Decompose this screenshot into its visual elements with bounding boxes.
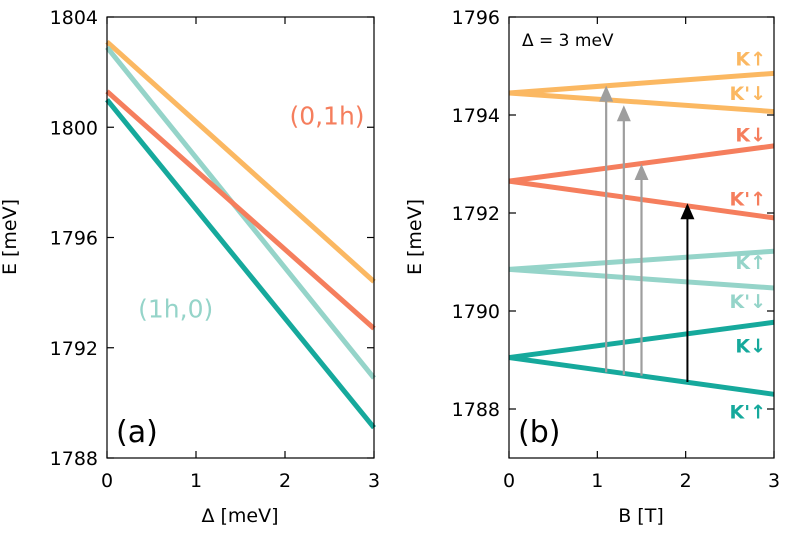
panel-a-y-axis-label: E [meV] <box>0 199 21 275</box>
panel-a-x-axis-label: Δ [meV] <box>201 505 278 527</box>
panel-b-y-tick-label: 1794 <box>452 105 500 127</box>
transition-arrow-head-0 <box>599 85 614 102</box>
panel-a-series <box>105 39 376 430</box>
panel-a-x-tick-label: 2 <box>279 470 291 492</box>
panel-a-y-tick-label: 1788 <box>50 448 98 470</box>
panel-b-x-axis-label: B [T] <box>618 505 664 527</box>
panel-a-series-line-2 <box>105 89 376 331</box>
panel-b-x-tick-label: 2 <box>680 470 692 492</box>
panel-a-y-tick-label: 1792 <box>50 338 98 360</box>
panel-a-frame <box>106 16 375 459</box>
panel-b-level-labels: K↑ K'↓ K↓ K'↑ K↑ K'↓ K↓ K'↑ <box>730 49 766 424</box>
panel-a: 0 1 2 3 1788 1792 1796 1800 1804 E [meV] Δ [meV]… <box>0 7 380 527</box>
panel-a-series-line-3 <box>105 98 376 430</box>
panel-b-series-line-2 <box>508 143 775 184</box>
panel-b-label: (b) <box>518 415 560 450</box>
panel-a-y-tick-label: 1804 <box>50 7 98 29</box>
panel-b-transition-arrows <box>599 85 695 383</box>
panel-b-x-tick-label: 3 <box>768 470 780 492</box>
panel-a-series-line-0 <box>105 39 376 284</box>
level-label-0: K↑ <box>735 49 766 71</box>
panel-a-label: (a) <box>116 415 158 450</box>
level-label-1: K'↓ <box>730 83 766 105</box>
level-label-2: K↓ <box>735 125 766 147</box>
panel-b-x-tick-label: 1 <box>591 470 603 492</box>
panel-b-series-line-1 <box>508 90 775 115</box>
panel-b-y-tick-label: 1792 <box>452 203 500 225</box>
panel-b-y-tick-label: 1796 <box>452 7 500 29</box>
panel-a-ticks: 0 1 2 3 1788 1792 1796 1800 1804 <box>50 7 380 492</box>
level-label-4: K↑ <box>735 252 766 274</box>
panel-b-delta-annotation: Δ = 3 meV <box>522 31 614 51</box>
branch-label-0-1h: (0,1h) <box>289 101 364 130</box>
panel-a-y-tick-label: 1796 <box>50 228 98 250</box>
panel-b-y-tick-label: 1788 <box>452 399 500 421</box>
panel-a-x-tick-label: 1 <box>190 470 202 492</box>
panel-a-x-tick-label: 3 <box>368 470 380 492</box>
transition-arrow-head-2 <box>634 164 649 180</box>
panel-b-y-tick-label: 1790 <box>452 301 500 323</box>
panel-a-y-tick-label: 1800 <box>50 117 98 139</box>
transition-arrow-head-1 <box>616 105 631 122</box>
panel-b-series-line-7 <box>508 355 775 397</box>
panel-b-y-axis-label: E [meV] <box>404 199 426 275</box>
branch-label-1h-0: (1h,0) <box>138 294 213 323</box>
level-label-3: K'↑ <box>730 188 766 210</box>
panel-b-frame <box>508 16 775 459</box>
level-label-6: K↓ <box>735 335 766 357</box>
level-label-7: K'↑ <box>730 401 766 423</box>
panel-b: 0 1 2 3 1788 1790 1792 1794 1796 K↑ K'↓ K↓ K'↑ K↑ K'↓… <box>404 7 780 527</box>
level-label-5: K'↓ <box>730 291 766 313</box>
panel-b-series-line-0 <box>508 70 775 96</box>
panel-b-ticks: 0 1 2 3 1788 1790 1792 1794 1796 <box>452 7 780 492</box>
panel-b-x-tick-label: 0 <box>503 470 515 492</box>
panel-a-x-tick-label: 0 <box>101 470 113 492</box>
transition-arrow-head-3 <box>680 203 695 220</box>
